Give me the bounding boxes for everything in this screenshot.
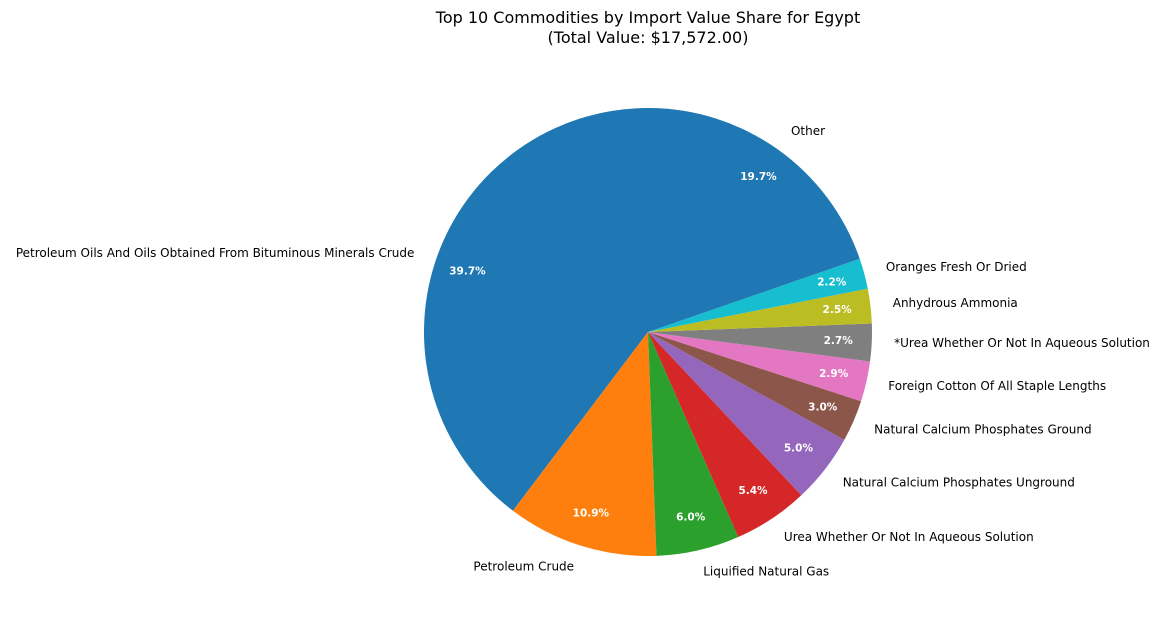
- slice-pct-liquified-natural-gas: 6.0%: [676, 512, 706, 524]
- slice-label-urea-whether-or-not-in-aqueous-solution: *Urea Whether Or Not In Aqueous Solution: [894, 336, 1150, 350]
- pie-slice-urea-whether-or-not-in-aqueous-solution: [648, 332, 802, 538]
- slice-label-urea-whether-or-not-in-aqueous-solution: Urea Whether Or Not In Aqueous Solution: [784, 530, 1034, 544]
- pie-slice-natural-calcium-phosphates-ground: [648, 332, 862, 440]
- slice-pct-urea-whether-or-not-in-aqueous-solution: 2.7%: [824, 335, 854, 347]
- slice-pct-anhydrous-ammonia: 2.5%: [823, 304, 853, 316]
- slice-label-foreign-cotton-of-all-staple-lengths: Foreign Cotton Of All Staple Lengths: [888, 379, 1106, 393]
- pie-slice-natural-calcium-phosphates-unground: [648, 332, 845, 496]
- slice-label-oranges-fresh-or-dried: Oranges Fresh Or Dried: [886, 260, 1027, 274]
- slice-pct-petroleum-crude: 10.9%: [573, 508, 610, 520]
- pie-slice-liquified-natural-gas: [648, 332, 739, 556]
- slice-pct-foreign-cotton-of-all-staple-lengths: 2.9%: [819, 368, 849, 380]
- pie-slice-oranges-fresh-or-dried: [648, 258, 868, 332]
- pie-slice-anhydrous-ammonia: [648, 288, 872, 332]
- slice-label-other: Other: [791, 124, 825, 138]
- slice-pct-natural-calcium-phosphates-unground: 5.0%: [784, 443, 814, 455]
- pie-slices: [423, 108, 872, 556]
- slice-pct-petroleum-oils-and-oils-obtained-from-bituminous-minerals-crude: 39.7%: [449, 265, 486, 277]
- slice-pct-natural-calcium-phosphates-ground: 3.0%: [808, 402, 838, 414]
- pie-labels: Petroleum Oils And Oils Obtained From Bi…: [16, 124, 1150, 579]
- slice-label-petroleum-crude: Petroleum Crude: [473, 560, 574, 574]
- pie-slice-other: [648, 108, 860, 332]
- chart-title-main: Top 10 Commodities by Import Value Share…: [435, 8, 861, 27]
- chart-title: Top 10 Commodities by Import Value Share…: [0, 8, 1159, 48]
- slice-label-anhydrous-ammonia: Anhydrous Ammonia: [893, 296, 1018, 310]
- slice-label-natural-calcium-phosphates-unground: Natural Calcium Phosphates Unground: [843, 476, 1075, 490]
- pie-slice-petroleum-crude: [512, 332, 657, 556]
- pie-slice-petroleum-oils-and-oils-obtained-from-bituminous-minerals-crude: [423, 108, 648, 511]
- slice-label-natural-calcium-phosphates-ground: Natural Calcium Phosphates Ground: [874, 422, 1092, 436]
- pie-slice-urea-whether-or-not-in-aqueous-solution: [648, 323, 872, 362]
- slice-pct-oranges-fresh-or-dried: 2.2%: [817, 276, 847, 288]
- slice-pct-other: 19.7%: [740, 171, 777, 183]
- slice-label-liquified-natural-gas: Liquified Natural Gas: [703, 565, 829, 579]
- slice-label-petroleum-oils-and-oils-obtained-from-bituminous-minerals-crude: Petroleum Oils And Oils Obtained From Bi…: [16, 246, 415, 260]
- pie-slice-foreign-cotton-of-all-staple-lengths: [648, 332, 871, 402]
- slice-pct-urea-whether-or-not-in-aqueous-solution: 5.4%: [738, 485, 768, 497]
- chart-subtitle: (Total Value: $17,572.00): [547, 28, 749, 47]
